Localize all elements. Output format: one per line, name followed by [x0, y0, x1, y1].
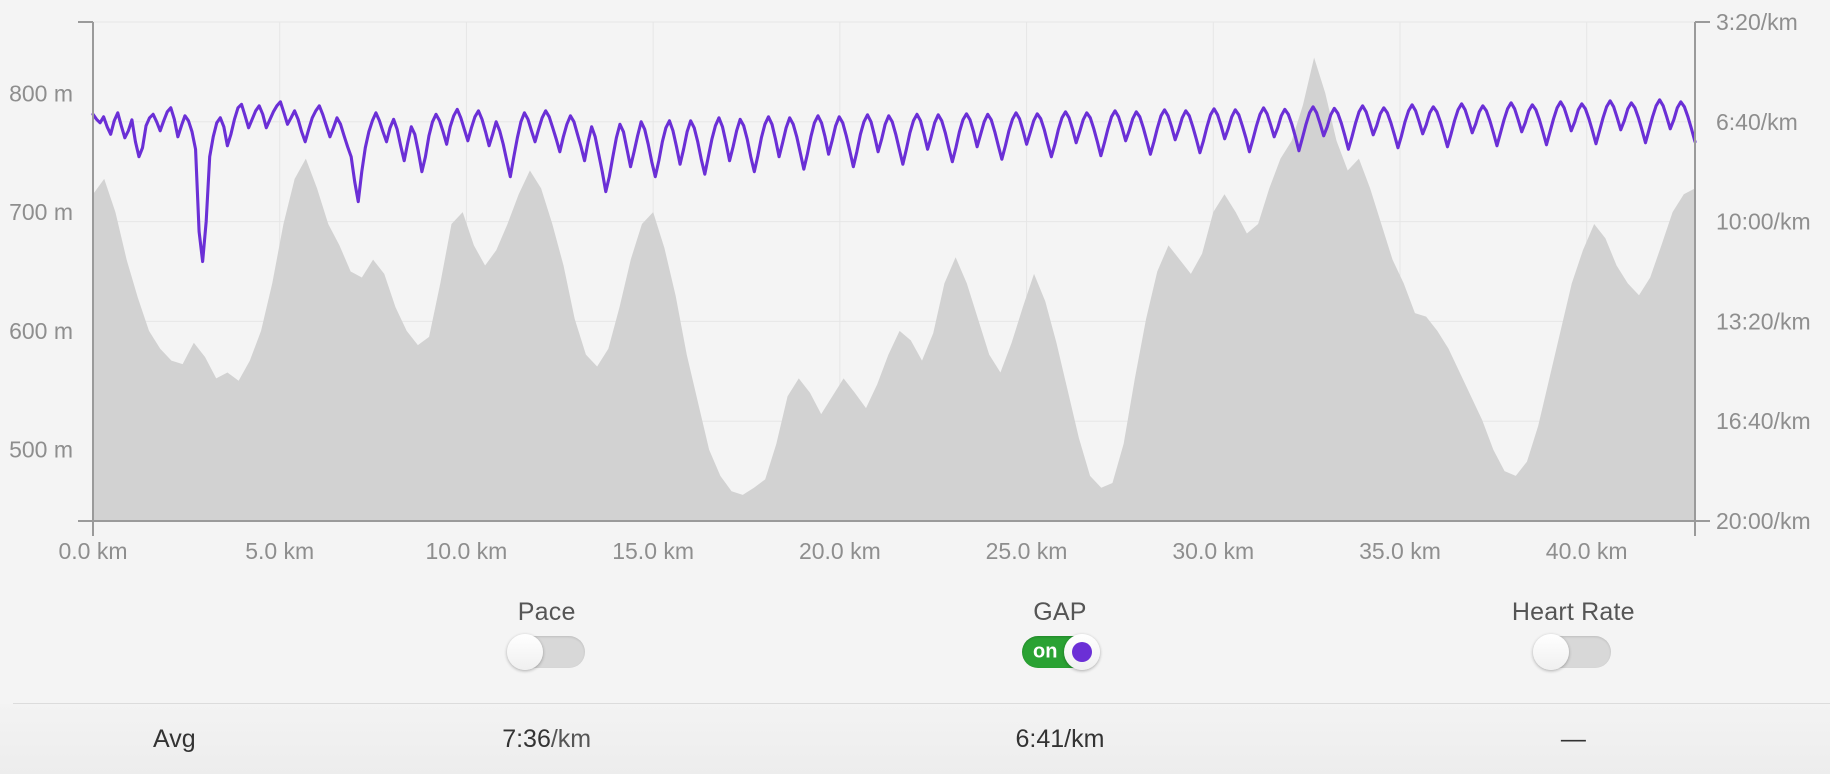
toggle-knob-heart-rate[interactable] — [1533, 634, 1570, 670]
x-axis-tick-7: 35.0 km — [1359, 538, 1441, 564]
chart-svg: 500 m 600 m 700 m 800 m 3:20/km 6:40/km 10:00… — [9, 9, 1811, 564]
y-axis-right-tick-0: 3:20/km — [1716, 9, 1798, 35]
x-axis-tick-0: 0.0 km — [58, 538, 127, 564]
x-axis-tick-1: 5.0 km — [245, 538, 314, 564]
stat-value-pace-text: 7:36 — [502, 724, 551, 753]
toggle-switch-pace[interactable]: on — [506, 634, 585, 670]
toggle-knob-gap[interactable] — [1063, 634, 1100, 670]
toggle-label-pace: Pace — [517, 598, 576, 626]
stats-divider — [13, 703, 1830, 704]
x-axis-tick-2: 10.0 km — [426, 538, 508, 564]
y-axis-right-tick-4: 16:40/km — [1716, 408, 1811, 434]
toggle-switch-gap[interactable]: on — [1021, 634, 1100, 670]
x-axis-tick-4: 20.0 km — [799, 538, 881, 564]
y-axis-right-tick-1: 6:40/km — [1716, 109, 1798, 135]
averages-row: Avg 7:36/km 6:41/km — — [0, 704, 1830, 774]
x-axis-tick-5: 25.0 km — [986, 538, 1068, 564]
axis-lines — [78, 21, 1710, 536]
y-axis-left-tick-700: 700 m — [9, 199, 73, 225]
toggle-knob-dot-gap — [1071, 642, 1092, 662]
stat-value-heart-rate: — — [1560, 724, 1586, 753]
x-axis-tick-6: 30.0 km — [1172, 538, 1254, 564]
x-axis-tick-labels: 0.0 km 5.0 km 10.0 km 15.0 km 20.0 km 25.0 km… — [58, 538, 1627, 564]
stat-unit-pace: /km — [550, 724, 592, 753]
y-axis-left-tick-800: 800 m — [9, 80, 73, 106]
y-axis-left-tick-labels: 500 m 600 m 700 m 800 m — [9, 80, 73, 462]
elevation-gap-chart[interactable]: 500 m 600 m 700 m 800 m 3:20/km 6:40/km 10:00… — [0, 0, 1830, 590]
stats-row-label: Avg — [153, 724, 196, 753]
toggle-knob-pace[interactable] — [506, 634, 543, 670]
y-axis-left-tick-600: 600 m — [9, 318, 73, 344]
toggle-group-gap: GAP on — [803, 598, 1316, 698]
y-axis-right-tick-3: 13:20/km — [1716, 308, 1811, 334]
stat-value-gap: 6:41/km — [1015, 724, 1105, 753]
y-axis-right-tick-labels: 3:20/km 6:40/km 10:00/km 13:20/km 16:40/km 20… — [1716, 9, 1811, 534]
toggle-on-text-gap: on — [1032, 640, 1058, 663]
toggle-label-heart-rate: Heart Rate — [1511, 598, 1635, 626]
series-toggle-row: Pace on GAP on Heart Rate on — [0, 598, 1830, 698]
y-axis-right-tick-5: 20:00/km — [1716, 508, 1811, 534]
stat-value-pace: 7:36/km — [290, 725, 803, 754]
toggle-row-spacer — [0, 598, 290, 698]
toggle-group-heart-rate: Heart Rate on — [1317, 598, 1830, 698]
toggle-label-gap: GAP — [1033, 598, 1087, 626]
toggle-switch-heart-rate[interactable]: on — [1533, 634, 1612, 670]
elevation-area-path — [93, 57, 1695, 521]
toggle-group-pace: Pace on — [290, 598, 803, 698]
gap-line-path — [91, 98, 1697, 264]
x-axis-tick-3: 15.0 km — [612, 538, 694, 564]
y-axis-left-tick-500: 500 m — [9, 437, 73, 463]
y-axis-right-tick-2: 10:00/km — [1716, 209, 1811, 235]
x-axis-tick-8: 40.0 km — [1546, 538, 1628, 564]
